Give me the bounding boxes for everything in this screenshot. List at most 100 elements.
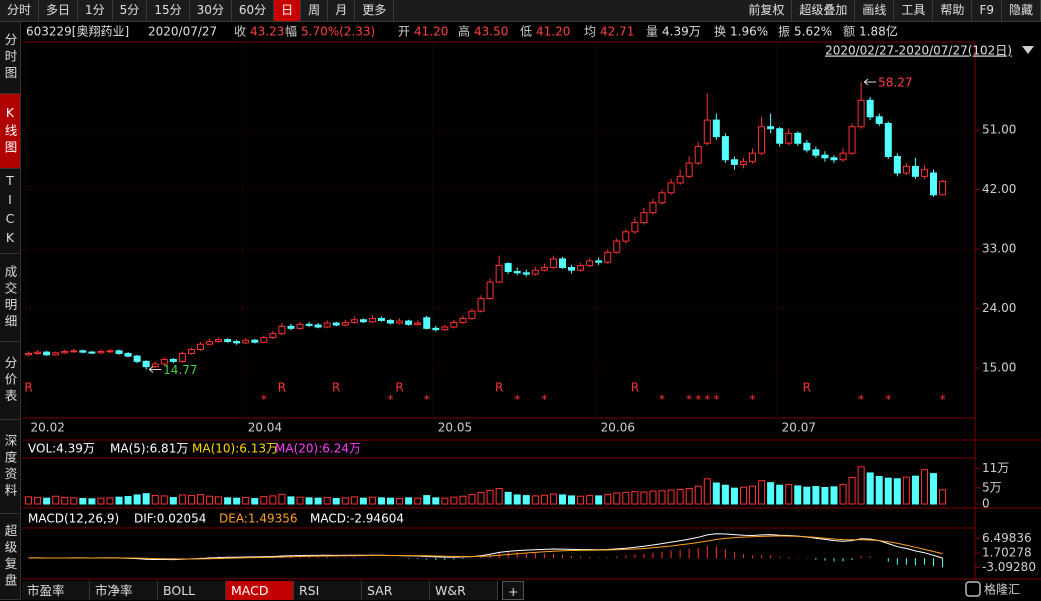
- candle-body: [676, 175, 684, 184]
- volume-bar: [387, 497, 395, 505]
- side-tab[interactable]: K线图: [0, 94, 20, 169]
- volume-bar: [196, 494, 204, 505]
- period-button[interactable]: 15分: [147, 0, 190, 21]
- legend-item: DEA:1.49356: [219, 512, 298, 526]
- period-button[interactable]: 分时: [0, 0, 40, 21]
- volume-bar: [405, 497, 413, 505]
- candle-body: [939, 180, 947, 196]
- side-tab[interactable]: 超级复盘: [0, 514, 20, 600]
- info-value: 43.23: [250, 25, 284, 39]
- candle-body: [794, 132, 802, 144]
- tool-button[interactable]: 帮助: [933, 0, 973, 21]
- arrow: [863, 78, 877, 86]
- candle-body: [61, 350, 69, 354]
- period-button[interactable]: 1分: [78, 0, 113, 21]
- volume-bar: [667, 489, 675, 505]
- period-button[interactable]: 更多: [355, 0, 395, 21]
- volume-bar: [459, 495, 467, 505]
- candle-body: [187, 348, 195, 354]
- candle-body: [911, 165, 919, 177]
- period-button[interactable]: 日: [274, 0, 302, 21]
- period-button[interactable]: 周: [301, 0, 329, 21]
- candle-body: [649, 202, 657, 214]
- volume-bar: [513, 494, 521, 505]
- side-tab[interactable]: 成交明细: [0, 254, 20, 342]
- volume-bar: [504, 491, 512, 505]
- candle-body: [441, 326, 449, 331]
- volume-bar: [893, 478, 901, 505]
- volume-bar: [839, 484, 847, 505]
- indicator-tab[interactable]: 市净率: [90, 581, 158, 600]
- candle-body: [622, 231, 630, 242]
- volume-bar: [776, 484, 784, 505]
- volume-bar: [368, 496, 376, 505]
- indicator-tab[interactable]: MACD: [226, 581, 294, 600]
- tool-button[interactable]: F9: [972, 0, 1002, 21]
- candle-body: [196, 343, 204, 350]
- candle-body: [893, 155, 901, 174]
- candle-body: [396, 320, 404, 324]
- candle-body: [694, 146, 702, 164]
- macd-title: MACD(12,26,9): [28, 512, 119, 526]
- candle-body: [79, 350, 87, 353]
- y-tick-label: 42.00: [982, 182, 1016, 196]
- candle-body: [368, 317, 376, 323]
- tool-button[interactable]: 工具: [894, 0, 934, 21]
- indicator-tab[interactable]: W&R: [430, 581, 498, 600]
- side-tab[interactable]: 深度资料: [0, 420, 20, 514]
- indicator-tab[interactable]: BOLL: [158, 581, 226, 600]
- event-marker: R: [803, 381, 811, 395]
- indicator-tab[interactable]: 市盈率: [22, 581, 90, 600]
- logo-icon: [965, 581, 981, 597]
- volume-bar: [703, 478, 711, 505]
- candle-body: [287, 325, 295, 329]
- indicator-tab[interactable]: SAR: [362, 581, 430, 600]
- y-tick-label: 33.00: [982, 242, 1016, 256]
- spacer: [394, 0, 741, 21]
- tool-button[interactable]: 隐藏: [1002, 0, 1041, 21]
- candle-body: [803, 142, 811, 151]
- candle-body: [169, 358, 177, 362]
- side-tab[interactable]: 分时图: [0, 22, 20, 94]
- candle-body: [387, 319, 395, 324]
- indicator-tabs: 市盈率 市净率 BOLL MACD RSI SAR W&R +: [22, 581, 524, 600]
- volume-bar: [920, 469, 928, 505]
- tool-button[interactable]: 画线: [855, 0, 895, 21]
- candle-body: [314, 324, 322, 328]
- volume-bar: [848, 476, 856, 505]
- indicator-tab[interactable]: +: [502, 581, 524, 600]
- volume-bar: [902, 476, 910, 505]
- period-button[interactable]: 月: [328, 0, 356, 21]
- candle-body: [359, 319, 367, 323]
- info-value: 41.20: [414, 25, 448, 39]
- period-button[interactable]: 5分: [113, 0, 148, 21]
- candle-body: [640, 212, 648, 224]
- candle-body: [468, 310, 476, 319]
- side-tab[interactable]: 分价表: [0, 342, 20, 420]
- candle-body: [685, 162, 693, 177]
- candle-body: [495, 265, 503, 283]
- indicator-tab[interactable]: RSI: [294, 581, 362, 600]
- volume-bar: [685, 487, 693, 505]
- volume-bar: [314, 497, 322, 505]
- event-marker: *: [695, 393, 701, 407]
- period-button[interactable]: 30分: [190, 0, 232, 21]
- tool-button[interactable]: 前复权: [741, 0, 793, 21]
- side-tab[interactable]: TICK: [0, 169, 20, 254]
- candle-body: [902, 165, 910, 174]
- candle-body: [558, 258, 566, 269]
- period-button[interactable]: 60分: [232, 0, 275, 21]
- volume-bar: [676, 488, 684, 505]
- candle-body: [52, 352, 60, 356]
- info-value: 5.70%(2.33): [301, 25, 375, 39]
- volume-bar: [115, 496, 123, 505]
- candle-body: [115, 350, 123, 354]
- candle-body: [432, 327, 440, 331]
- info-value: 41.20: [536, 25, 570, 39]
- tool-button[interactable]: 超级叠加: [792, 0, 856, 21]
- period-button[interactable]: 多日: [39, 0, 79, 21]
- volume-bar: [857, 466, 865, 505]
- volume-bar: [332, 498, 340, 505]
- info-value: 5.62%: [794, 25, 832, 39]
- volume-bar: [323, 497, 331, 505]
